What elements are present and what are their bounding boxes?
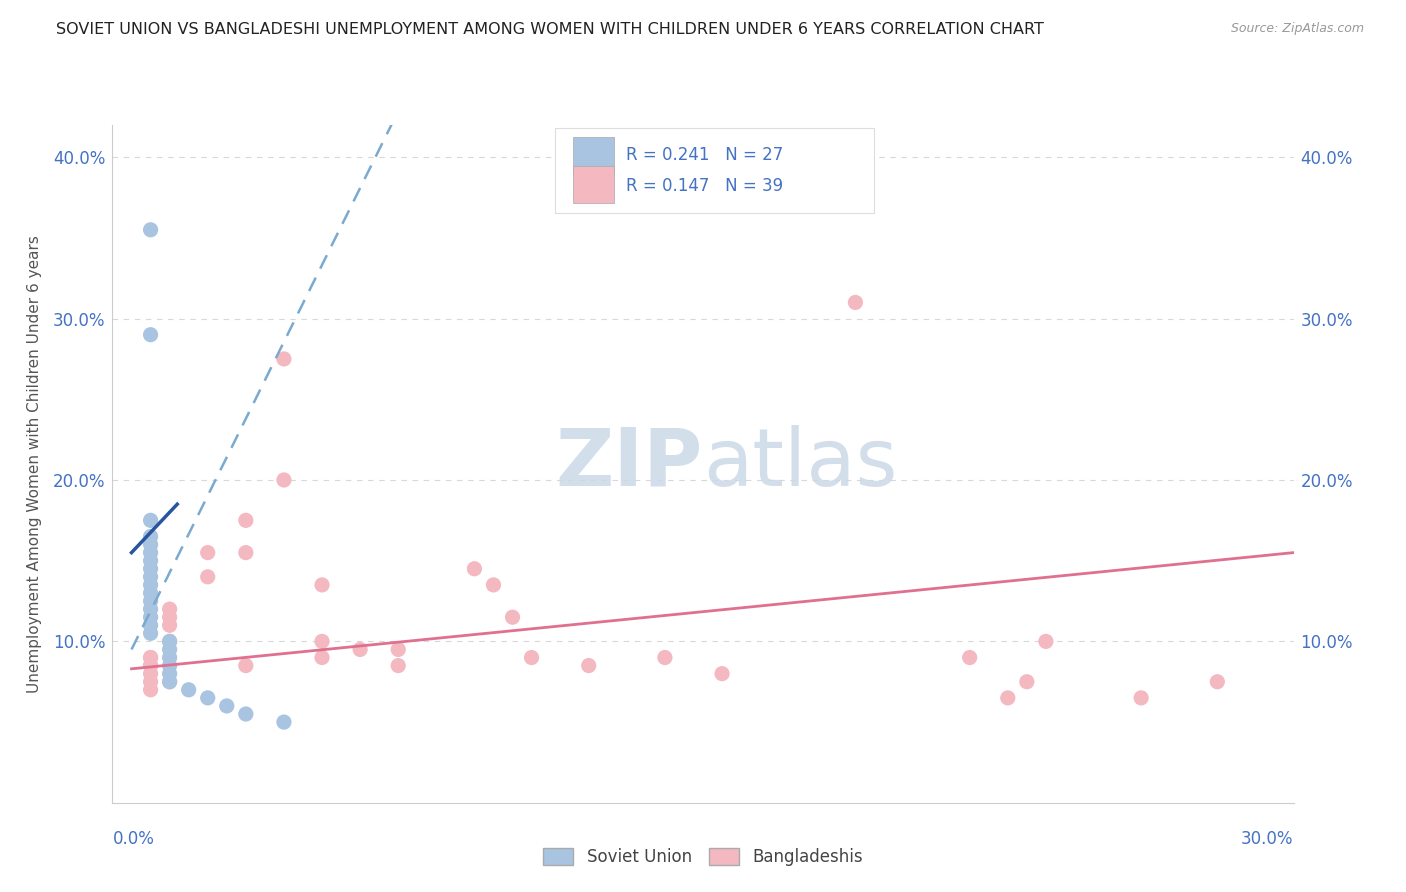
Point <box>139 546 162 560</box>
Text: 0.0%: 0.0% <box>112 830 155 848</box>
Point <box>139 658 162 673</box>
Point <box>482 578 505 592</box>
Point <box>159 602 181 616</box>
Point <box>311 650 333 665</box>
Text: ZIP: ZIP <box>555 425 703 503</box>
Point <box>159 674 181 689</box>
Point <box>654 650 676 665</box>
Point <box>139 658 162 673</box>
Point <box>139 570 162 584</box>
Point <box>1035 634 1057 648</box>
Point <box>139 618 162 632</box>
Point <box>139 327 162 342</box>
Text: 30.0%: 30.0% <box>1241 830 1294 848</box>
Point <box>520 650 543 665</box>
Text: R = 0.147   N = 39: R = 0.147 N = 39 <box>626 177 783 194</box>
Point <box>139 529 162 543</box>
Point <box>139 594 162 608</box>
Point <box>235 706 257 721</box>
Point <box>159 610 181 624</box>
Point <box>1206 674 1229 689</box>
Text: Source: ZipAtlas.com: Source: ZipAtlas.com <box>1230 22 1364 36</box>
Point <box>139 537 162 551</box>
Point <box>139 578 162 592</box>
Point <box>235 546 257 560</box>
Point <box>139 562 162 576</box>
Point <box>139 682 162 697</box>
Point <box>159 650 181 665</box>
Point <box>273 473 295 487</box>
Point <box>959 650 981 665</box>
Point <box>844 295 866 310</box>
Point <box>197 570 219 584</box>
Point <box>139 650 162 665</box>
FancyBboxPatch shape <box>555 128 875 213</box>
Point <box>139 650 162 665</box>
Point <box>159 674 181 689</box>
Point <box>159 618 181 632</box>
Point <box>349 642 371 657</box>
Text: R = 0.241   N = 27: R = 0.241 N = 27 <box>626 146 783 164</box>
Bar <box>574 166 614 202</box>
Point <box>159 658 181 673</box>
Point <box>273 351 295 366</box>
Point <box>159 666 181 681</box>
Point <box>139 674 162 689</box>
Bar <box>574 137 614 174</box>
Point <box>387 658 409 673</box>
Point <box>1130 690 1153 705</box>
Point <box>159 634 181 648</box>
Point <box>139 602 162 616</box>
Point <box>139 586 162 600</box>
Point <box>235 513 257 527</box>
Point <box>159 634 181 648</box>
Y-axis label: Unemployment Among Women with Children Under 6 years: Unemployment Among Women with Children U… <box>27 235 42 693</box>
Point <box>139 223 162 237</box>
Point <box>387 642 409 657</box>
Point <box>1015 674 1038 689</box>
Point <box>311 634 333 648</box>
Point <box>139 554 162 568</box>
Point <box>177 682 200 697</box>
Point <box>215 698 238 713</box>
Point <box>311 578 333 592</box>
Point <box>139 610 162 624</box>
Point <box>502 610 524 624</box>
Point <box>235 658 257 673</box>
Point <box>463 562 485 576</box>
Point <box>711 666 734 681</box>
Legend: Soviet Union, Bangladeshis: Soviet Union, Bangladeshis <box>537 841 869 872</box>
Point <box>139 626 162 640</box>
Point <box>197 690 219 705</box>
Point <box>139 513 162 527</box>
Text: atlas: atlas <box>703 425 897 503</box>
Point <box>197 546 219 560</box>
Point <box>997 690 1019 705</box>
Point <box>159 642 181 657</box>
Point <box>578 658 600 673</box>
Point <box>139 666 162 681</box>
Text: SOVIET UNION VS BANGLADESHI UNEMPLOYMENT AMONG WOMEN WITH CHILDREN UNDER 6 YEARS: SOVIET UNION VS BANGLADESHI UNEMPLOYMENT… <box>56 22 1045 37</box>
Point <box>273 715 295 730</box>
